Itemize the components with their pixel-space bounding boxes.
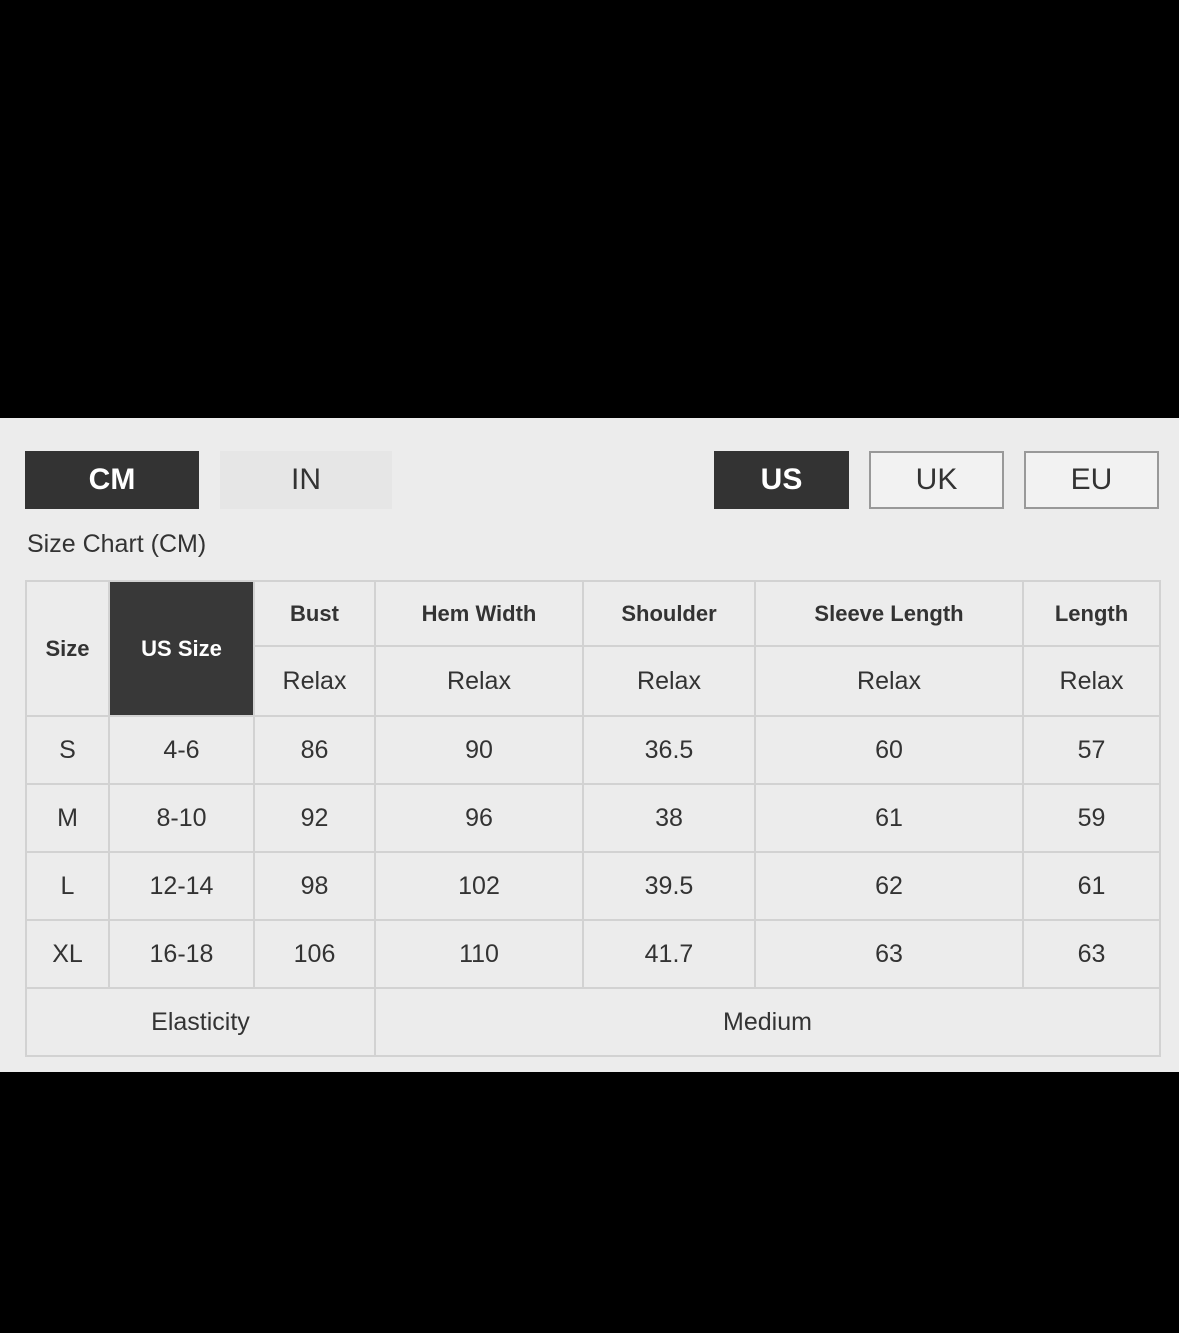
size-header: Size: [25, 580, 110, 717]
fit-cell: Relax: [253, 645, 376, 717]
table-cell: 102: [374, 851, 584, 921]
table-row: L 12-14 98 102 39.5 62 61: [25, 851, 1161, 921]
table-cell: 8-10: [108, 783, 255, 853]
table-cell: 4-6: [108, 715, 255, 785]
fit-cell: Relax: [754, 645, 1024, 717]
header-row: Size US Size Bust Hem Width Shoulder Sle…: [25, 580, 1161, 717]
elasticity-value: Medium: [374, 987, 1161, 1057]
region-tab-us[interactable]: US: [714, 451, 849, 509]
table-cell: 86: [253, 715, 376, 785]
size-cell: L: [25, 851, 110, 921]
size-cell: XL: [25, 919, 110, 989]
region-tab-eu[interactable]: EU: [1024, 451, 1159, 509]
table-cell: 59: [1022, 783, 1161, 853]
table-cell: 36.5: [582, 715, 756, 785]
table-cell: 39.5: [582, 851, 756, 921]
size-cell: S: [25, 715, 110, 785]
column-header: Length: [1022, 580, 1161, 647]
size-cell: M: [25, 783, 110, 853]
table-cell: 61: [754, 783, 1024, 853]
elasticity-row: Elasticity Medium: [25, 987, 1161, 1057]
size-chart-title: Size Chart (CM): [27, 530, 207, 558]
fit-cell: Relax: [582, 645, 756, 717]
region-tab-uk[interactable]: UK: [869, 451, 1004, 509]
table-cell: 62: [754, 851, 1024, 921]
fit-row: Relax Relax Relax Relax Relax: [26, 645, 1161, 717]
column-header: Bust: [253, 580, 376, 647]
column-header: Sleeve Length: [754, 580, 1024, 647]
table-cell: 63: [1022, 919, 1161, 989]
us-size-header: US Size: [108, 580, 255, 717]
fit-cell: Relax: [374, 645, 584, 717]
elasticity-label: Elasticity: [25, 987, 376, 1057]
column-header: Hem Width: [374, 580, 584, 647]
table-cell: 90: [374, 715, 584, 785]
table-cell: 63: [754, 919, 1024, 989]
table-row: XL 16-18 106 110 41.7 63 63: [25, 919, 1161, 989]
table-cell: 98: [253, 851, 376, 921]
table-cell: 61: [1022, 851, 1161, 921]
size-chart-panel: CM IN US UK EU Size Chart (CM) Size US S…: [0, 418, 1179, 1072]
table-cell: 16-18: [108, 919, 255, 989]
fit-cell: Relax: [1022, 645, 1161, 717]
table-row: S 4-6 86 90 36.5 60 57: [25, 715, 1161, 785]
table-cell: 12-14: [108, 851, 255, 921]
column-header: Shoulder: [582, 580, 756, 647]
table-cell: 110: [374, 919, 584, 989]
table-cell: 41.7: [582, 919, 756, 989]
unit-tab-in[interactable]: IN: [220, 451, 392, 509]
table-cell: 38: [582, 783, 756, 853]
size-table: Size US Size Bust Hem Width Shoulder Sle…: [25, 580, 1161, 1057]
table-cell: 106: [253, 919, 376, 989]
table-row: M 8-10 92 96 38 61 59: [25, 783, 1161, 853]
table-cell: 60: [754, 715, 1024, 785]
unit-tab-cm[interactable]: CM: [25, 451, 199, 509]
table-cell: 92: [253, 783, 376, 853]
table-cell: 96: [374, 783, 584, 853]
table-cell: 57: [1022, 715, 1161, 785]
